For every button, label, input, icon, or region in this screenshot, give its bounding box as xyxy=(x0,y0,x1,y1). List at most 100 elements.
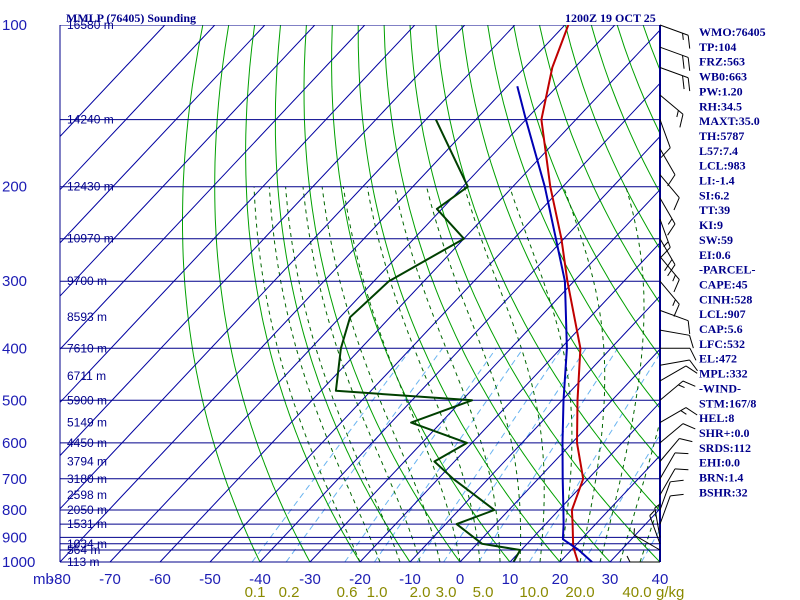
wind-barb-170 xyxy=(659,148,676,187)
wind-barb-1000 xyxy=(626,555,660,563)
wind-barb-210 xyxy=(659,197,676,236)
index-item-0: WMO:76405 xyxy=(699,25,766,39)
index-item-20: CAP:5.6 xyxy=(699,322,743,336)
pressure-label-600: 600 xyxy=(2,435,27,452)
wind-barb-flag xyxy=(670,493,684,497)
wind-barb-550 xyxy=(659,407,698,424)
wind-barb-staff xyxy=(659,407,687,424)
wind-barb-staff xyxy=(659,438,680,462)
wind-barb-staff xyxy=(659,309,689,322)
wind-barb-flag xyxy=(687,57,691,71)
wind-barb-flag xyxy=(673,303,680,317)
isotherm--80 xyxy=(60,25,566,562)
index-item-27: SHR+:0.0 xyxy=(699,426,750,440)
wind-barb-half-flag xyxy=(672,274,676,282)
wind-barb-flag xyxy=(682,75,685,90)
mixing-ratio-line-8 xyxy=(583,433,660,562)
wind-barb-half-flag xyxy=(672,299,676,306)
index-item-10: LI:-1.4 xyxy=(699,174,735,188)
temp-label--20: -20 xyxy=(349,571,371,588)
height-label-450: 6711 m xyxy=(67,369,106,383)
height-label-100: 16580 m xyxy=(67,18,114,32)
dewpoint-profile xyxy=(334,119,522,562)
wind-barb-half-flag xyxy=(626,555,631,563)
isotherm--150 xyxy=(60,25,216,191)
pressure-label-1000: 1000 xyxy=(2,554,35,571)
index-item-12: TT:39 xyxy=(699,203,730,217)
index-item-22: EL:472 xyxy=(699,352,737,366)
wind-barb-650 xyxy=(659,438,693,462)
temp-label--10: -10 xyxy=(399,571,421,588)
wind-barb-flag xyxy=(689,359,698,372)
index-item-26: HEL:8 xyxy=(699,411,734,425)
isotherm--20 xyxy=(359,242,660,562)
wind-barb-flag xyxy=(679,438,693,443)
isotherm-10 xyxy=(509,401,660,562)
index-item-28: SRDS:112 xyxy=(699,441,751,455)
wind-barb-half-flag xyxy=(680,410,687,415)
wind-barb-100 xyxy=(659,24,691,49)
height-label-200: 12430 m xyxy=(67,180,114,194)
isotherm--160 xyxy=(60,25,166,138)
mixing-ratio-line-1 xyxy=(285,348,443,562)
wind-barb-staff xyxy=(659,481,671,511)
moist-adiabat-32 xyxy=(619,419,660,562)
wind-barb-120 xyxy=(659,67,691,92)
moist-adiabat--4 xyxy=(321,186,441,562)
index-item-14: SW:59 xyxy=(699,233,733,247)
moist-adiabat--8 xyxy=(302,186,421,562)
profile-layer xyxy=(334,25,593,562)
wind-barb-staff xyxy=(659,452,676,480)
wind-barb-110 xyxy=(659,46,691,71)
temp-label--30: -30 xyxy=(299,571,321,588)
pressure-unit-label: mb xyxy=(33,571,54,588)
moist-adiabat-0 xyxy=(342,186,461,562)
index-item-30: BRN:1.4 xyxy=(699,471,743,485)
wind-barb-half-flag xyxy=(633,528,635,536)
index-item-9: LCL:983 xyxy=(699,159,746,173)
wind-barb-staff xyxy=(659,24,689,36)
wind-barb-370 xyxy=(659,329,694,349)
isotherm--70 xyxy=(109,25,616,562)
mixing-ratio-label-4: 2.0 xyxy=(410,584,431,600)
wind-barb-staff xyxy=(659,365,687,382)
wind-barb-750 xyxy=(659,468,689,496)
mixing-ratio-label-3: 1.0 xyxy=(367,584,388,600)
mixing-ratio-label-6: 5.0 xyxy=(473,584,494,600)
height-label-950: 564 m xyxy=(67,543,100,557)
height-label-750: 2598 m xyxy=(67,488,107,502)
wind-barb-flag xyxy=(687,320,691,335)
wind-barb-half-flag xyxy=(654,503,661,509)
isotherm--90 xyxy=(60,25,516,510)
pressure-label-700: 700 xyxy=(2,471,27,488)
wind-barb-staff xyxy=(633,534,661,551)
index-item-21: LFC:532 xyxy=(699,337,745,351)
mixing-ratio-unit: g/kg xyxy=(656,584,684,600)
isotherm-20 xyxy=(559,454,660,562)
wind-barb-staff xyxy=(659,148,676,176)
wind-barb-430 xyxy=(659,359,698,372)
wind-barb-flag xyxy=(689,348,697,361)
temp-label--40: -40 xyxy=(249,571,271,588)
wind-barb-flag xyxy=(689,335,694,349)
mixing-ratio-label-8: 20.0 xyxy=(565,584,594,600)
height-label-250: 10970 m xyxy=(67,232,114,246)
height-label-550: 5149 m xyxy=(67,416,107,430)
wind-barb-flag xyxy=(673,279,680,293)
wind-barb-staff xyxy=(659,67,689,79)
wind-barb-800 xyxy=(659,479,684,511)
chart-valid-time: 1200Z 19 OCT 25 xyxy=(565,11,656,25)
temp-label-10: 10 xyxy=(502,571,519,588)
wind-barb-flag xyxy=(685,407,698,416)
wind-barb-flag xyxy=(667,223,676,236)
wind-barb-flag xyxy=(660,147,671,158)
wind-barb-flag xyxy=(674,468,689,471)
isotherm--10 xyxy=(409,295,660,562)
temp-label-30: 30 xyxy=(602,571,619,588)
wind-barb-850 xyxy=(659,493,684,525)
mixing-ratio-line-4 xyxy=(416,348,563,562)
mixing-ratio-label-2: 0.6 xyxy=(337,584,358,600)
height-label-850: 1531 m xyxy=(67,517,107,531)
wind-barb-flag xyxy=(682,380,696,387)
